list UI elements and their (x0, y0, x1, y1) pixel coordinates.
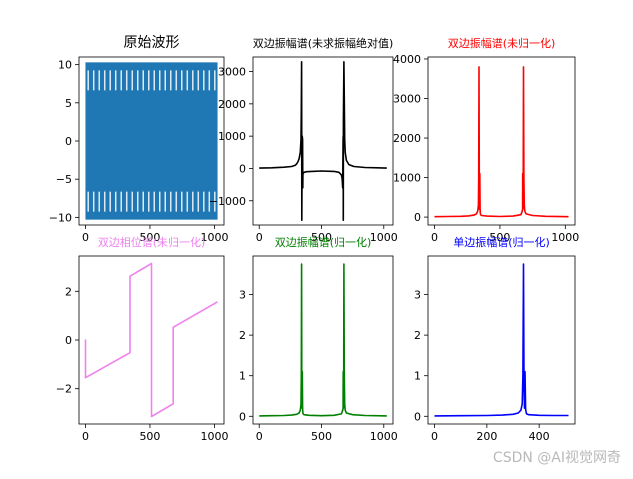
chart-2-xtick-label: 0 (256, 231, 263, 244)
chart-6-frame (427, 255, 576, 425)
chart-6-series-line (434, 263, 569, 417)
chart-3-frame (427, 56, 576, 226)
watermark: CSDN @AI视觉网奇 (492, 450, 621, 466)
chart-2-xtick-label: 500 (311, 231, 332, 244)
chart-6-ytick-label: 3 (414, 289, 421, 302)
chart-2-ytick-label: 1000 (218, 130, 246, 143)
chart-6-ytick-label: 2 (414, 329, 421, 342)
chart-5-title: 双边振幅谱(归一化) (275, 235, 372, 249)
chart-3-xtick-label: 1000 (551, 231, 579, 244)
chart-4-series-line (84, 262, 218, 418)
chart-2-title: 双边振幅谱(未求振幅绝对值) (253, 36, 394, 50)
chart-4-xtick-label: 1000 (200, 430, 228, 443)
chart-5-xtick-label: 0 (256, 430, 263, 443)
chart-4-ytick-label: −2 (56, 383, 72, 396)
chart-1-xtick-label: 500 (139, 231, 160, 244)
chart-3-xtick-label: 0 (431, 231, 438, 244)
chart-3-ytick-label: 1000 (393, 172, 421, 185)
chart-2-ytick-label: 3000 (218, 66, 246, 79)
chart-5-ytick-label: 2 (239, 329, 246, 342)
chart-4-xtick-label: 500 (139, 430, 160, 443)
chart-2-xtick-label: 1000 (370, 231, 398, 244)
chart-1-title: 原始波形 (124, 35, 180, 51)
chart-3-title: 双边振幅谱(未归一化) (448, 36, 556, 50)
chart-3-ytick-label: 3000 (393, 93, 421, 106)
chart-5-ytick-label: 1 (239, 370, 246, 383)
chart-6-xtick-label: 200 (476, 430, 497, 443)
chart-4-title: 双边相位谱(未归一化) (98, 235, 206, 249)
chart-2-ytick-label: 2000 (218, 98, 246, 111)
chart-1-xtick-label: 0 (82, 231, 89, 244)
chart-1-ytick-label: −10 (49, 211, 72, 224)
chart-2-series-line (259, 60, 387, 221)
chart-3-series-line (434, 66, 569, 218)
chart-2-frame (252, 56, 394, 226)
chart-6-xtick-label: 0 (431, 430, 438, 443)
chart-5-ytick-label: 0 (239, 410, 246, 423)
chart-3-ytick-label: 2000 (393, 132, 421, 145)
chart-4-ytick-label: 0 (65, 334, 72, 347)
chart-2-ytick-label: 0 (239, 162, 246, 175)
chart-6-ytick-label: 1 (414, 370, 421, 383)
chart-1-ytick-label: 10 (58, 59, 72, 72)
chart-5-ytick-label: 3 (239, 289, 246, 302)
chart-6-xtick-label: 400 (529, 430, 550, 443)
chart-4-xtick-label: 0 (82, 430, 89, 443)
chart-1-xtick-label: 1000 (200, 231, 228, 244)
chart-5-series-line (259, 263, 387, 417)
chart-1-ytick-label: 5 (65, 97, 72, 110)
chart-2-ytick-label: −1000 (209, 195, 246, 208)
chart-5-xtick-label: 500 (311, 430, 332, 443)
chart-5-xtick-label: 1000 (370, 430, 398, 443)
chart-3-xtick-label: 500 (489, 231, 510, 244)
chart-3-ytick-label: 0 (414, 211, 421, 224)
chart-1-ytick-label: −5 (56, 173, 72, 186)
chart-6-title: 单边振幅谱(归一化) (453, 235, 550, 249)
chart-4-ytick-label: 2 (65, 285, 72, 298)
chart-5-frame (252, 255, 394, 425)
chart-3-ytick-label: 4000 (393, 53, 421, 66)
chart-1-ytick-label: 0 (65, 135, 72, 148)
chart-1-series-band (85, 62, 218, 220)
chart-6-ytick-label: 0 (414, 410, 421, 423)
